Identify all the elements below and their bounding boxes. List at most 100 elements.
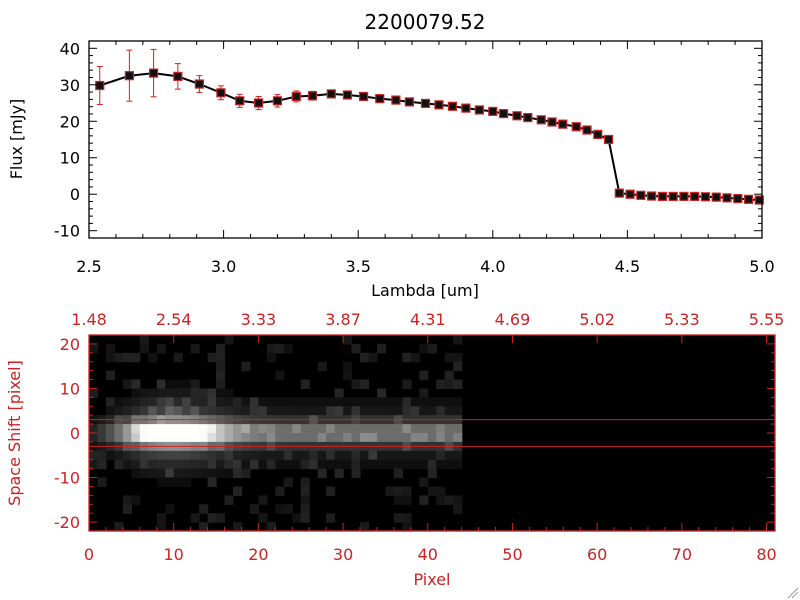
data-point — [700, 192, 711, 202]
chart-title: 2200079.52 — [365, 10, 486, 34]
image-cell — [377, 343, 387, 354]
image-cell — [334, 459, 344, 470]
image-cell — [233, 459, 243, 470]
image-cell — [122, 352, 132, 363]
image-cell — [444, 459, 454, 470]
image-cell — [173, 468, 183, 479]
image-cell — [402, 433, 412, 443]
image-cell — [377, 450, 387, 461]
image-cell — [343, 450, 353, 461]
image-cell — [241, 361, 251, 372]
image-cell — [114, 406, 124, 416]
image-cell — [233, 406, 243, 416]
image-cell — [300, 486, 310, 496]
image-cell — [207, 388, 217, 398]
image-cell — [148, 352, 158, 363]
image-cell — [427, 397, 437, 407]
image-cell — [410, 397, 420, 407]
image-cell — [148, 459, 158, 470]
image-cell — [343, 459, 353, 470]
image-cell — [156, 397, 166, 407]
image-cell — [427, 468, 437, 479]
image-cell — [216, 379, 226, 389]
image-cell — [241, 450, 251, 461]
image-cell — [436, 459, 446, 470]
image-y-tick-label: -20 — [54, 513, 80, 532]
image-cell — [266, 424, 276, 434]
image-cell — [368, 397, 378, 407]
aperture-lines — [89, 419, 775, 447]
image-cell — [89, 424, 99, 434]
image-x-tick-label: 70 — [672, 545, 692, 564]
image-cell — [444, 433, 454, 443]
image-cell — [410, 459, 420, 470]
image-cell — [199, 504, 209, 514]
image-cell — [249, 459, 259, 470]
image-cell — [139, 335, 149, 345]
image-cell — [436, 433, 446, 443]
image-top-tick-label: 2.54 — [156, 310, 192, 329]
image-cell — [453, 379, 463, 389]
image-cell — [368, 459, 378, 470]
image-cell — [275, 424, 285, 434]
image-cell — [360, 379, 370, 389]
image-cell — [266, 406, 276, 416]
image-cell — [114, 424, 124, 434]
image-cell — [165, 388, 175, 398]
image-cell — [393, 406, 403, 416]
image-cell — [360, 397, 370, 407]
image-cell — [283, 477, 293, 487]
image-cell — [444, 450, 454, 461]
data-point — [447, 101, 458, 111]
image-cell — [97, 424, 107, 434]
image-cell — [326, 406, 336, 416]
image-cell — [377, 388, 387, 398]
image-cell — [317, 361, 327, 372]
image-cell — [326, 513, 336, 523]
image-cell — [368, 352, 378, 363]
image-cell — [241, 406, 251, 416]
data-point — [342, 90, 353, 100]
image-cell — [105, 343, 115, 354]
image-cell — [182, 388, 192, 398]
image-cell — [300, 379, 310, 389]
image-cell — [283, 424, 293, 434]
resize-grip-icon[interactable] — [787, 587, 799, 599]
image-cell — [309, 397, 319, 407]
image-cell — [377, 459, 387, 470]
data-point — [593, 129, 603, 139]
image-cell — [165, 397, 175, 407]
image-cell — [97, 477, 107, 487]
image-cell — [199, 468, 209, 479]
image-cell — [343, 406, 353, 416]
image-cell — [224, 397, 234, 407]
image-cell — [148, 450, 158, 461]
image-cell — [122, 397, 132, 407]
image-cell — [368, 406, 378, 416]
image-x-tick-label: 80 — [756, 545, 776, 564]
image-cell — [207, 450, 217, 461]
spectrum-image-plot: 0 10 20 30 40 50 60 70 80 1.48 2.54 3.33 3.87 4.31 4.6… — [5, 310, 784, 589]
image-cell — [114, 433, 124, 443]
image-cell — [233, 450, 243, 461]
image-cell — [334, 433, 344, 443]
image-cell — [224, 468, 234, 479]
image-cell — [182, 459, 192, 470]
data-point — [722, 193, 732, 203]
data-point — [375, 94, 385, 104]
image-cell — [334, 388, 344, 398]
image-cell — [148, 406, 158, 416]
data-point — [326, 89, 336, 99]
image-cell — [165, 468, 175, 479]
image-cell — [275, 397, 285, 407]
image-cell — [419, 370, 429, 381]
image-cell — [148, 388, 158, 398]
image-cell — [266, 343, 276, 354]
data-point — [391, 95, 401, 105]
image-cell — [207, 459, 217, 470]
image-cell — [292, 450, 302, 461]
image-cell — [122, 406, 132, 416]
image-cell — [275, 406, 285, 416]
image-cell — [241, 433, 251, 443]
image-cell — [453, 335, 463, 345]
